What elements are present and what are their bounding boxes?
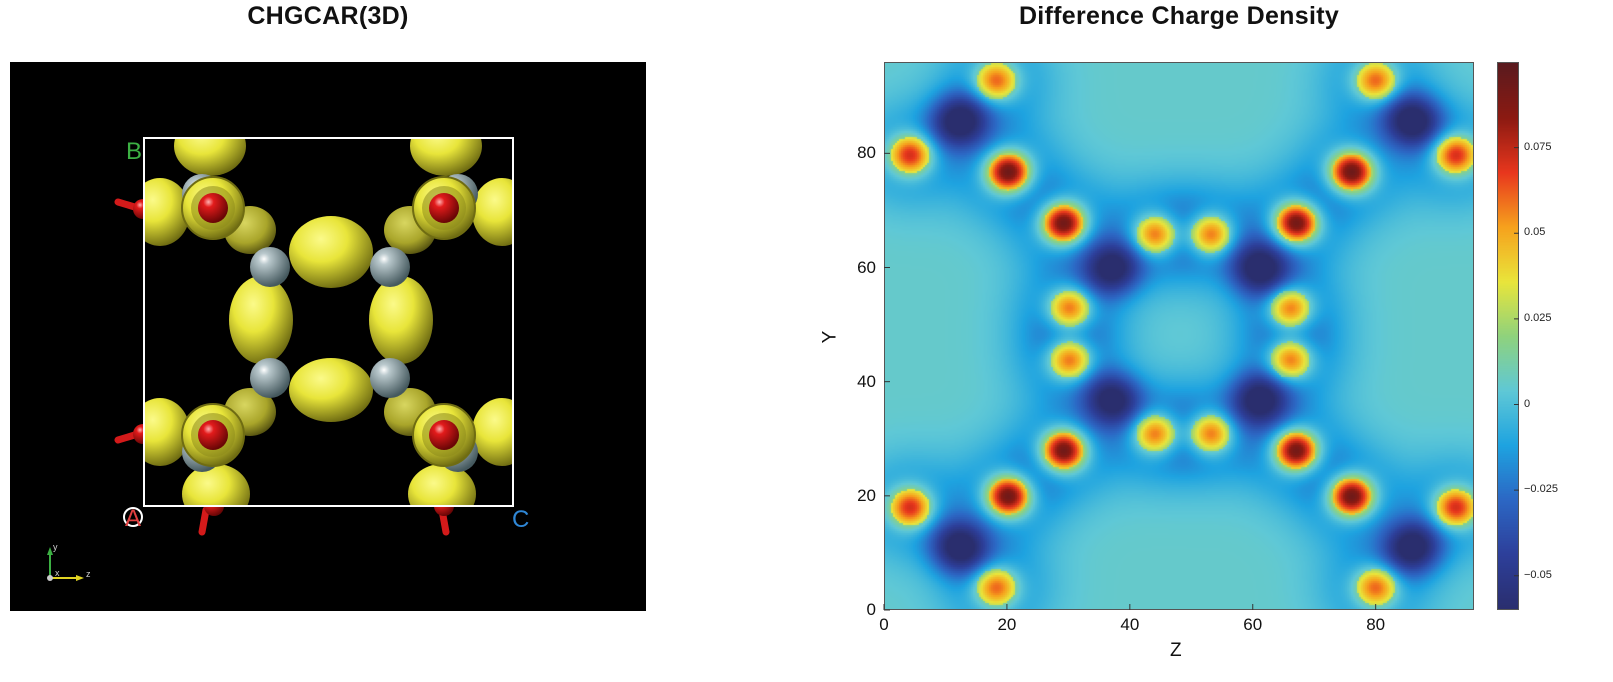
structure-3d-viewer[interactable]: y x z bbox=[10, 62, 646, 611]
x-tick-label: 0 bbox=[879, 615, 889, 634]
colorbar-tick-label: 0.05 bbox=[1524, 226, 1546, 239]
structure-scene: y x z bbox=[47, 137, 514, 581]
isosurface-lobe bbox=[408, 464, 476, 506]
isosurface-lobe bbox=[144, 398, 190, 466]
isosurface-lobe bbox=[144, 178, 190, 246]
unit-cell-outline bbox=[143, 137, 514, 507]
y-tick-label: 80 bbox=[857, 143, 876, 163]
colorbar bbox=[1497, 62, 1519, 610]
x-tick-label: 80 bbox=[1366, 615, 1386, 634]
x-tick-label: 40 bbox=[1120, 615, 1140, 634]
colorbar-tick-label: −0.05 bbox=[1524, 568, 1552, 581]
isosurface-lobe bbox=[289, 216, 373, 288]
lattice-label-c: C bbox=[512, 506, 530, 533]
isosurface-lobe bbox=[174, 138, 246, 176]
origin-marker bbox=[123, 507, 143, 527]
lattice-label-b: B bbox=[126, 138, 143, 165]
oxygen-atom bbox=[198, 420, 228, 450]
isosurface-group bbox=[144, 138, 513, 506]
left-panel-title: CHGCAR(3D) bbox=[247, 2, 409, 30]
y-tick-label: 20 bbox=[857, 485, 876, 505]
heatmap-canvas bbox=[885, 63, 1473, 609]
colorbar-tick-label: 0.075 bbox=[1524, 140, 1552, 153]
axis-triad bbox=[47, 547, 84, 581]
isosurface-lobe bbox=[472, 398, 513, 466]
metal-atom bbox=[250, 247, 290, 287]
colorbar-gradient bbox=[1498, 63, 1518, 609]
triad-z-label: z bbox=[86, 569, 91, 579]
x-tick-label: 60 bbox=[1243, 615, 1263, 634]
triad-y-label: y bbox=[53, 542, 58, 552]
heatmap-plot-area[interactable] bbox=[884, 62, 1474, 610]
isosurface-lobe bbox=[289, 358, 373, 422]
y-tick-label: 40 bbox=[857, 371, 876, 391]
y-tick-label: 0 bbox=[866, 600, 876, 619]
colorbar-tick-label: 0.025 bbox=[1524, 311, 1552, 324]
triad-x-label: x bbox=[55, 568, 60, 578]
isosurface-lobe bbox=[369, 276, 433, 364]
lattice-label-a: A bbox=[125, 505, 142, 532]
colorbar-tick-label: −0.025 bbox=[1524, 483, 1558, 496]
oxygen-atom bbox=[198, 193, 228, 223]
isosurface-lobe bbox=[410, 138, 482, 176]
y-axis-label: Y bbox=[819, 330, 841, 344]
x-axis-label: Z bbox=[1170, 640, 1182, 661]
metal-atom bbox=[250, 358, 290, 398]
oxygen-atom bbox=[429, 420, 459, 450]
isosurface-lobe bbox=[182, 464, 250, 506]
isosurface-lobe bbox=[472, 178, 513, 246]
oxygen-atom bbox=[429, 193, 459, 223]
colorbar-tick-label: 0 bbox=[1524, 397, 1531, 410]
chart-title: Difference Charge Density bbox=[1018, 2, 1340, 30]
isosurface-lobe bbox=[229, 276, 293, 364]
metal-atom bbox=[370, 247, 410, 287]
y-tick-label: 60 bbox=[857, 257, 876, 277]
metal-atom bbox=[370, 358, 410, 398]
x-tick-label: 20 bbox=[997, 615, 1017, 634]
